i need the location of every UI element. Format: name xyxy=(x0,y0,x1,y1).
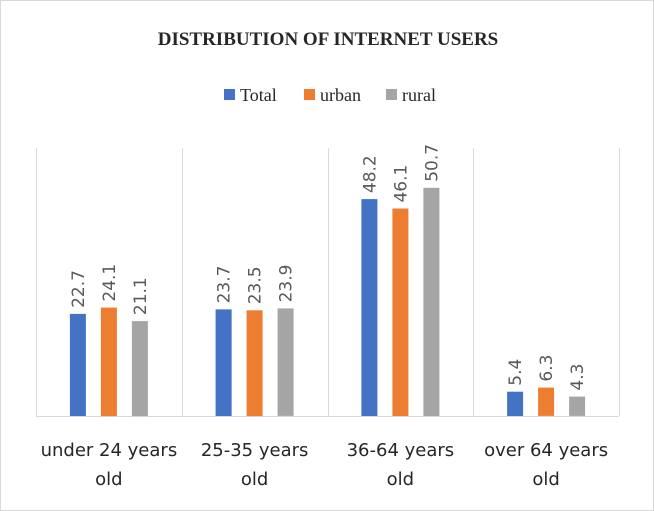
bar-rural-1 xyxy=(131,321,148,417)
data-label-rural-1: 21.1 xyxy=(131,277,151,315)
category-label-2-line-1: 25-35 years xyxy=(201,440,309,461)
category-label-3-line-2: old xyxy=(387,469,414,490)
data-label-rural-2: 23.9 xyxy=(277,265,297,303)
data-labels: 22.7 24.1 21.1 23.7 23.5 23.9 48.2 46.1 50.7 5.4 6… xyxy=(69,144,588,391)
category-label-3-line-1: 36-64 years xyxy=(347,440,455,461)
data-label-total-3: 48.2 xyxy=(360,155,380,193)
data-label-urban-3: 46.1 xyxy=(391,165,411,203)
bar-rural-3 xyxy=(423,187,440,416)
data-label-total-2: 23.7 xyxy=(215,266,235,304)
data-label-urban-1: 24.1 xyxy=(100,264,120,302)
category-label-4-line-2: old xyxy=(532,469,559,490)
category-label-1-line-2: old xyxy=(95,469,122,490)
bar-urban-2 xyxy=(246,310,263,417)
category-label-1-line-1: under 24 years xyxy=(41,440,178,461)
legend: Total urban rural xyxy=(224,85,436,105)
bar-rural-4 xyxy=(569,396,586,416)
bar-rural-2 xyxy=(277,308,294,416)
bar-urban-3 xyxy=(392,208,409,416)
data-label-urban-2: 23.5 xyxy=(246,266,266,304)
data-label-total-1: 22.7 xyxy=(69,270,89,308)
bar-total-4 xyxy=(507,391,524,416)
bar-urban-4 xyxy=(538,387,555,416)
legend-swatch-rural xyxy=(386,89,397,100)
chart-title: DISTRIBUTION OF INTERNET USERS xyxy=(158,29,499,50)
legend-swatch-total xyxy=(224,89,235,100)
legend-label-rural: rural xyxy=(402,85,436,105)
category-label-4-line-1: over 64 years xyxy=(484,440,608,461)
bar-total-2 xyxy=(215,309,232,416)
data-label-rural-4: 4.3 xyxy=(568,364,588,391)
bar-total-1 xyxy=(69,313,86,416)
bar-total-3 xyxy=(361,199,378,416)
bar-urban-1 xyxy=(100,307,117,417)
legend-swatch-urban xyxy=(304,89,315,100)
legend-label-urban: urban xyxy=(320,85,361,105)
data-label-total-4: 5.4 xyxy=(506,359,526,386)
bars xyxy=(69,187,586,417)
category-dividers xyxy=(36,148,620,417)
category-label-2-line-2: old xyxy=(241,469,268,490)
legend-label-total: Total xyxy=(240,85,277,105)
data-label-rural-3: 50.7 xyxy=(422,144,442,182)
data-label-urban-4: 6.3 xyxy=(537,355,557,382)
category-labels: under 24 years old 25-35 years old 36-64 yea… xyxy=(41,440,609,490)
